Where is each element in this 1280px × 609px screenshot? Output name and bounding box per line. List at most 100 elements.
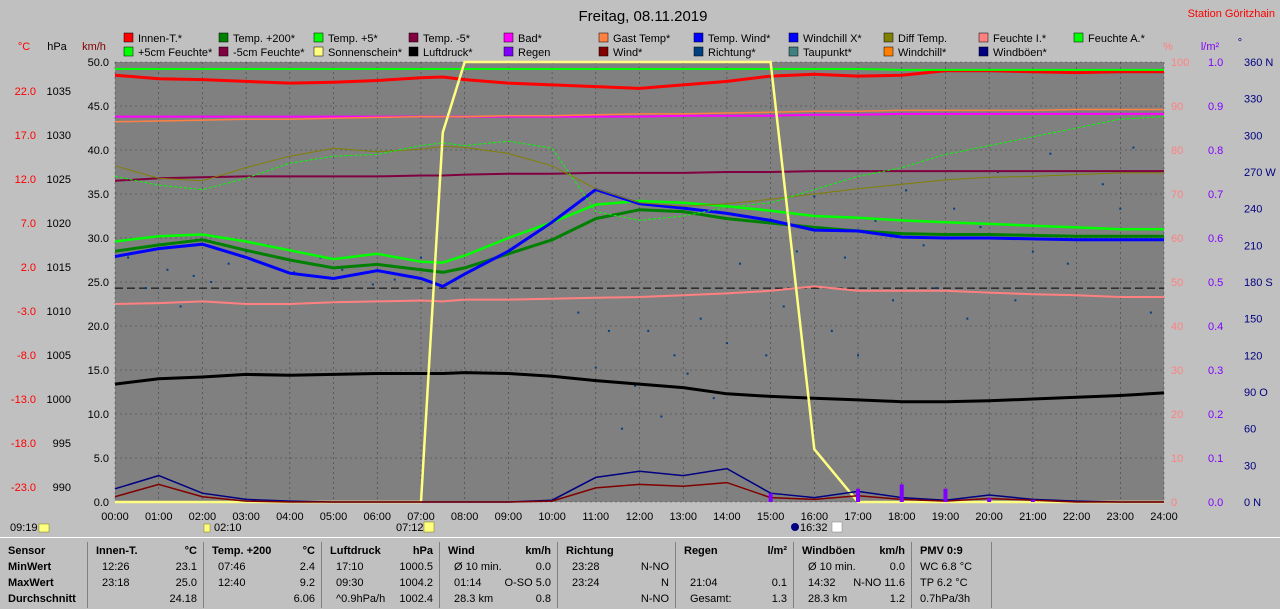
direction-point (371, 283, 374, 286)
stats-cell: 12:40 (218, 577, 246, 589)
direction-point (1101, 183, 1104, 186)
dir-tick-label: 180 S (1244, 277, 1273, 289)
hpa-tick-label: 995 (53, 438, 71, 450)
temp-tick-label: -23.0 (11, 482, 36, 494)
stats-cell: N (661, 577, 669, 589)
direction-point (699, 317, 702, 320)
direction-point (127, 256, 130, 259)
stats-block: Innen-T. °C 12:26 23.1 23:18 25.0 24.18 (88, 542, 204, 608)
legend-swatch (408, 46, 419, 57)
legend-swatch (123, 46, 134, 57)
time-tick-label: 03:00 (232, 511, 260, 523)
temp-tick-label: -3.0 (17, 306, 36, 318)
rain-tick-label: 0.8 (1208, 145, 1223, 157)
unit-celsius: °C (18, 41, 30, 53)
direction-point (813, 195, 816, 198)
temp-tick-label: -13.0 (11, 394, 36, 406)
dir-tick-label: 120 (1244, 350, 1262, 362)
chart-title: Freitag, 08.11.2019 (579, 8, 708, 25)
pct-tick-label: 100 (1171, 57, 1189, 69)
direction-point (673, 354, 676, 357)
stats-cell: 28.3 km (808, 593, 848, 605)
stats-cell: Durchschnitt (8, 593, 76, 605)
temp-tick-label: 2.0 (21, 262, 36, 274)
stats-cell: 1002.4 (399, 593, 433, 605)
direction-point (293, 271, 296, 274)
kmh-tick-label: 10.0 (88, 409, 109, 421)
rain-bar (987, 497, 992, 502)
kmh-tick-label: 35.0 (88, 189, 109, 201)
legend-label: +5cm Feuchte* (138, 47, 213, 59)
series-line (114, 116, 1165, 221)
dir-tick-label: 0 N (1244, 497, 1261, 509)
direction-point (660, 415, 663, 418)
legend-swatch (883, 46, 894, 57)
stats-cell: 12:26 (102, 561, 130, 573)
stats-cell: 0.0 (535, 561, 551, 573)
rain-bar (768, 493, 773, 502)
moonset-label: 02:10 (214, 522, 242, 534)
legend-swatch (218, 32, 229, 43)
stats-cell: N-NO (640, 561, 669, 573)
series-line (114, 285, 1164, 305)
stats-cell: 23:24 (572, 577, 600, 589)
legend: Innen-T.* +5cm Feuchte* Temp. +200* -5cm Fe… (123, 32, 1146, 59)
direction-point (210, 281, 213, 283)
stats-cell: 24.18 (169, 593, 197, 605)
dir-tick-label: 360 N (1244, 57, 1273, 69)
legend-label: Feuchte A.* (1088, 33, 1146, 45)
legend-label: Temp. -5* (423, 33, 471, 45)
stats-cell: 01:14 (454, 577, 482, 589)
rain-bar (856, 488, 861, 502)
time-tick-label: 01:00 (145, 511, 173, 523)
time-tick-label: 13:00 (669, 511, 697, 523)
stats-block: Sensor MinWert MaxWert Durchschnitt (0, 542, 88, 608)
temp-tick-label: 7.0 (21, 218, 36, 230)
pct-tick-label: 80 (1171, 145, 1183, 157)
hpa-tick-label: 1015 (47, 262, 71, 274)
stats-cell: PMV 0:9 (920, 545, 963, 557)
stats-cell: ^0.9hPa/h (336, 593, 386, 605)
stats-cell: 14:32 (808, 577, 836, 589)
station-label: Station Göritzhain (1188, 8, 1275, 20)
stats-cell: 6.06 (293, 593, 315, 605)
time-tick-label: 08:00 (451, 511, 479, 523)
unit-degree: ° (1238, 37, 1242, 49)
pct-tick-label: 10 (1171, 453, 1183, 465)
stats-cell: Regen (684, 545, 718, 557)
stats-block: Luftdruck hPa 17:10 1000.5 09:30 1004.2 ^0.9hP… (322, 542, 440, 608)
hpa-tick-label: 1020 (47, 218, 71, 230)
direction-point (830, 329, 833, 332)
chart-marks (114, 60, 1165, 504)
legend-label: Bad* (518, 33, 543, 45)
rain-tick-label: 0.5 (1208, 277, 1223, 289)
legend-label: Sonnenschein* (328, 47, 403, 59)
legend-label: Temp. +5* (328, 33, 379, 45)
stats-cell: Wind (448, 545, 475, 557)
temp-tick-label: -18.0 (11, 438, 36, 450)
direction-point (192, 274, 195, 277)
series-line (115, 68, 1164, 71)
series-line (114, 108, 1164, 123)
stats-cell: 0.7hPa/3h (920, 593, 971, 605)
series-line (114, 187, 1164, 289)
time-tick-label: 10:00 (538, 511, 566, 523)
series-line (114, 371, 1165, 404)
rain-tick-label: 0.6 (1208, 233, 1223, 245)
direction-point (647, 329, 650, 332)
pct-tick-label: 40 (1171, 321, 1183, 333)
legend-label: Windchill* (898, 47, 947, 59)
direction-point (419, 256, 422, 259)
moon-icon (203, 523, 211, 533)
legend-swatch (408, 32, 419, 43)
unit-percent: % (1163, 41, 1173, 53)
stats-cell: 0.0 (889, 561, 905, 573)
rain-tick-label: 0.4 (1208, 321, 1223, 333)
stats-cell: 28.3 km (454, 593, 494, 605)
direction-point (782, 305, 785, 308)
time-tick-label: 17:00 (844, 511, 872, 523)
pct-tick-label: 70 (1171, 189, 1183, 201)
rain-tick-label: 0.3 (1208, 365, 1223, 377)
legend-swatch (503, 46, 514, 57)
legend-swatch (883, 32, 894, 43)
